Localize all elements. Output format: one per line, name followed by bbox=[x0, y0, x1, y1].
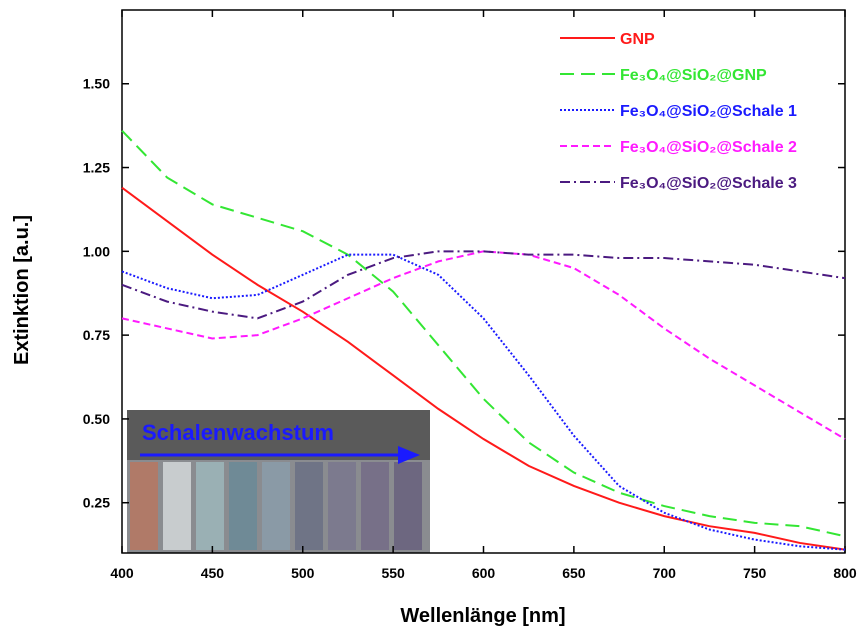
x-tick-label: 500 bbox=[291, 565, 315, 581]
x-tick-label: 700 bbox=[653, 565, 677, 581]
legend-label: Fe₃O₄@SiO₂@Schale 3 bbox=[620, 175, 797, 192]
y-tick-label: 0.50 bbox=[83, 411, 110, 427]
y-tick-label: 1.50 bbox=[83, 76, 110, 92]
series-line bbox=[122, 251, 845, 318]
x-tick-label: 800 bbox=[833, 565, 857, 581]
y-tick-label: 0.25 bbox=[83, 495, 110, 511]
x-tick-label: 650 bbox=[562, 565, 586, 581]
legend-label: GNP bbox=[620, 31, 655, 48]
y-tick-label: 1.00 bbox=[83, 243, 110, 259]
y-tick-label: 0.75 bbox=[83, 327, 110, 343]
y-axis-title: Extinktion [a.u.] bbox=[11, 215, 33, 365]
y-tick-label: 1.25 bbox=[83, 160, 110, 176]
x-tick-label: 750 bbox=[743, 565, 767, 581]
legend-label: Fe₃O₄@SiO₂@GNP bbox=[620, 67, 767, 84]
x-tick-label: 550 bbox=[381, 565, 405, 581]
x-tick-label: 400 bbox=[110, 565, 134, 581]
legend-label: Fe₃O₄@SiO₂@Schale 1 bbox=[620, 103, 797, 120]
legend-label: Fe₃O₄@SiO₂@Schale 2 bbox=[620, 139, 797, 156]
chart: Wellenlänge [nm] Extinktion [a.u.] Schal… bbox=[0, 0, 861, 637]
x-tick-label: 600 bbox=[472, 565, 496, 581]
x-axis-title: Wellenlänge [nm] bbox=[400, 605, 565, 627]
x-tick-label: 450 bbox=[201, 565, 225, 581]
inset-label: Schalenwachstum bbox=[142, 420, 334, 445]
